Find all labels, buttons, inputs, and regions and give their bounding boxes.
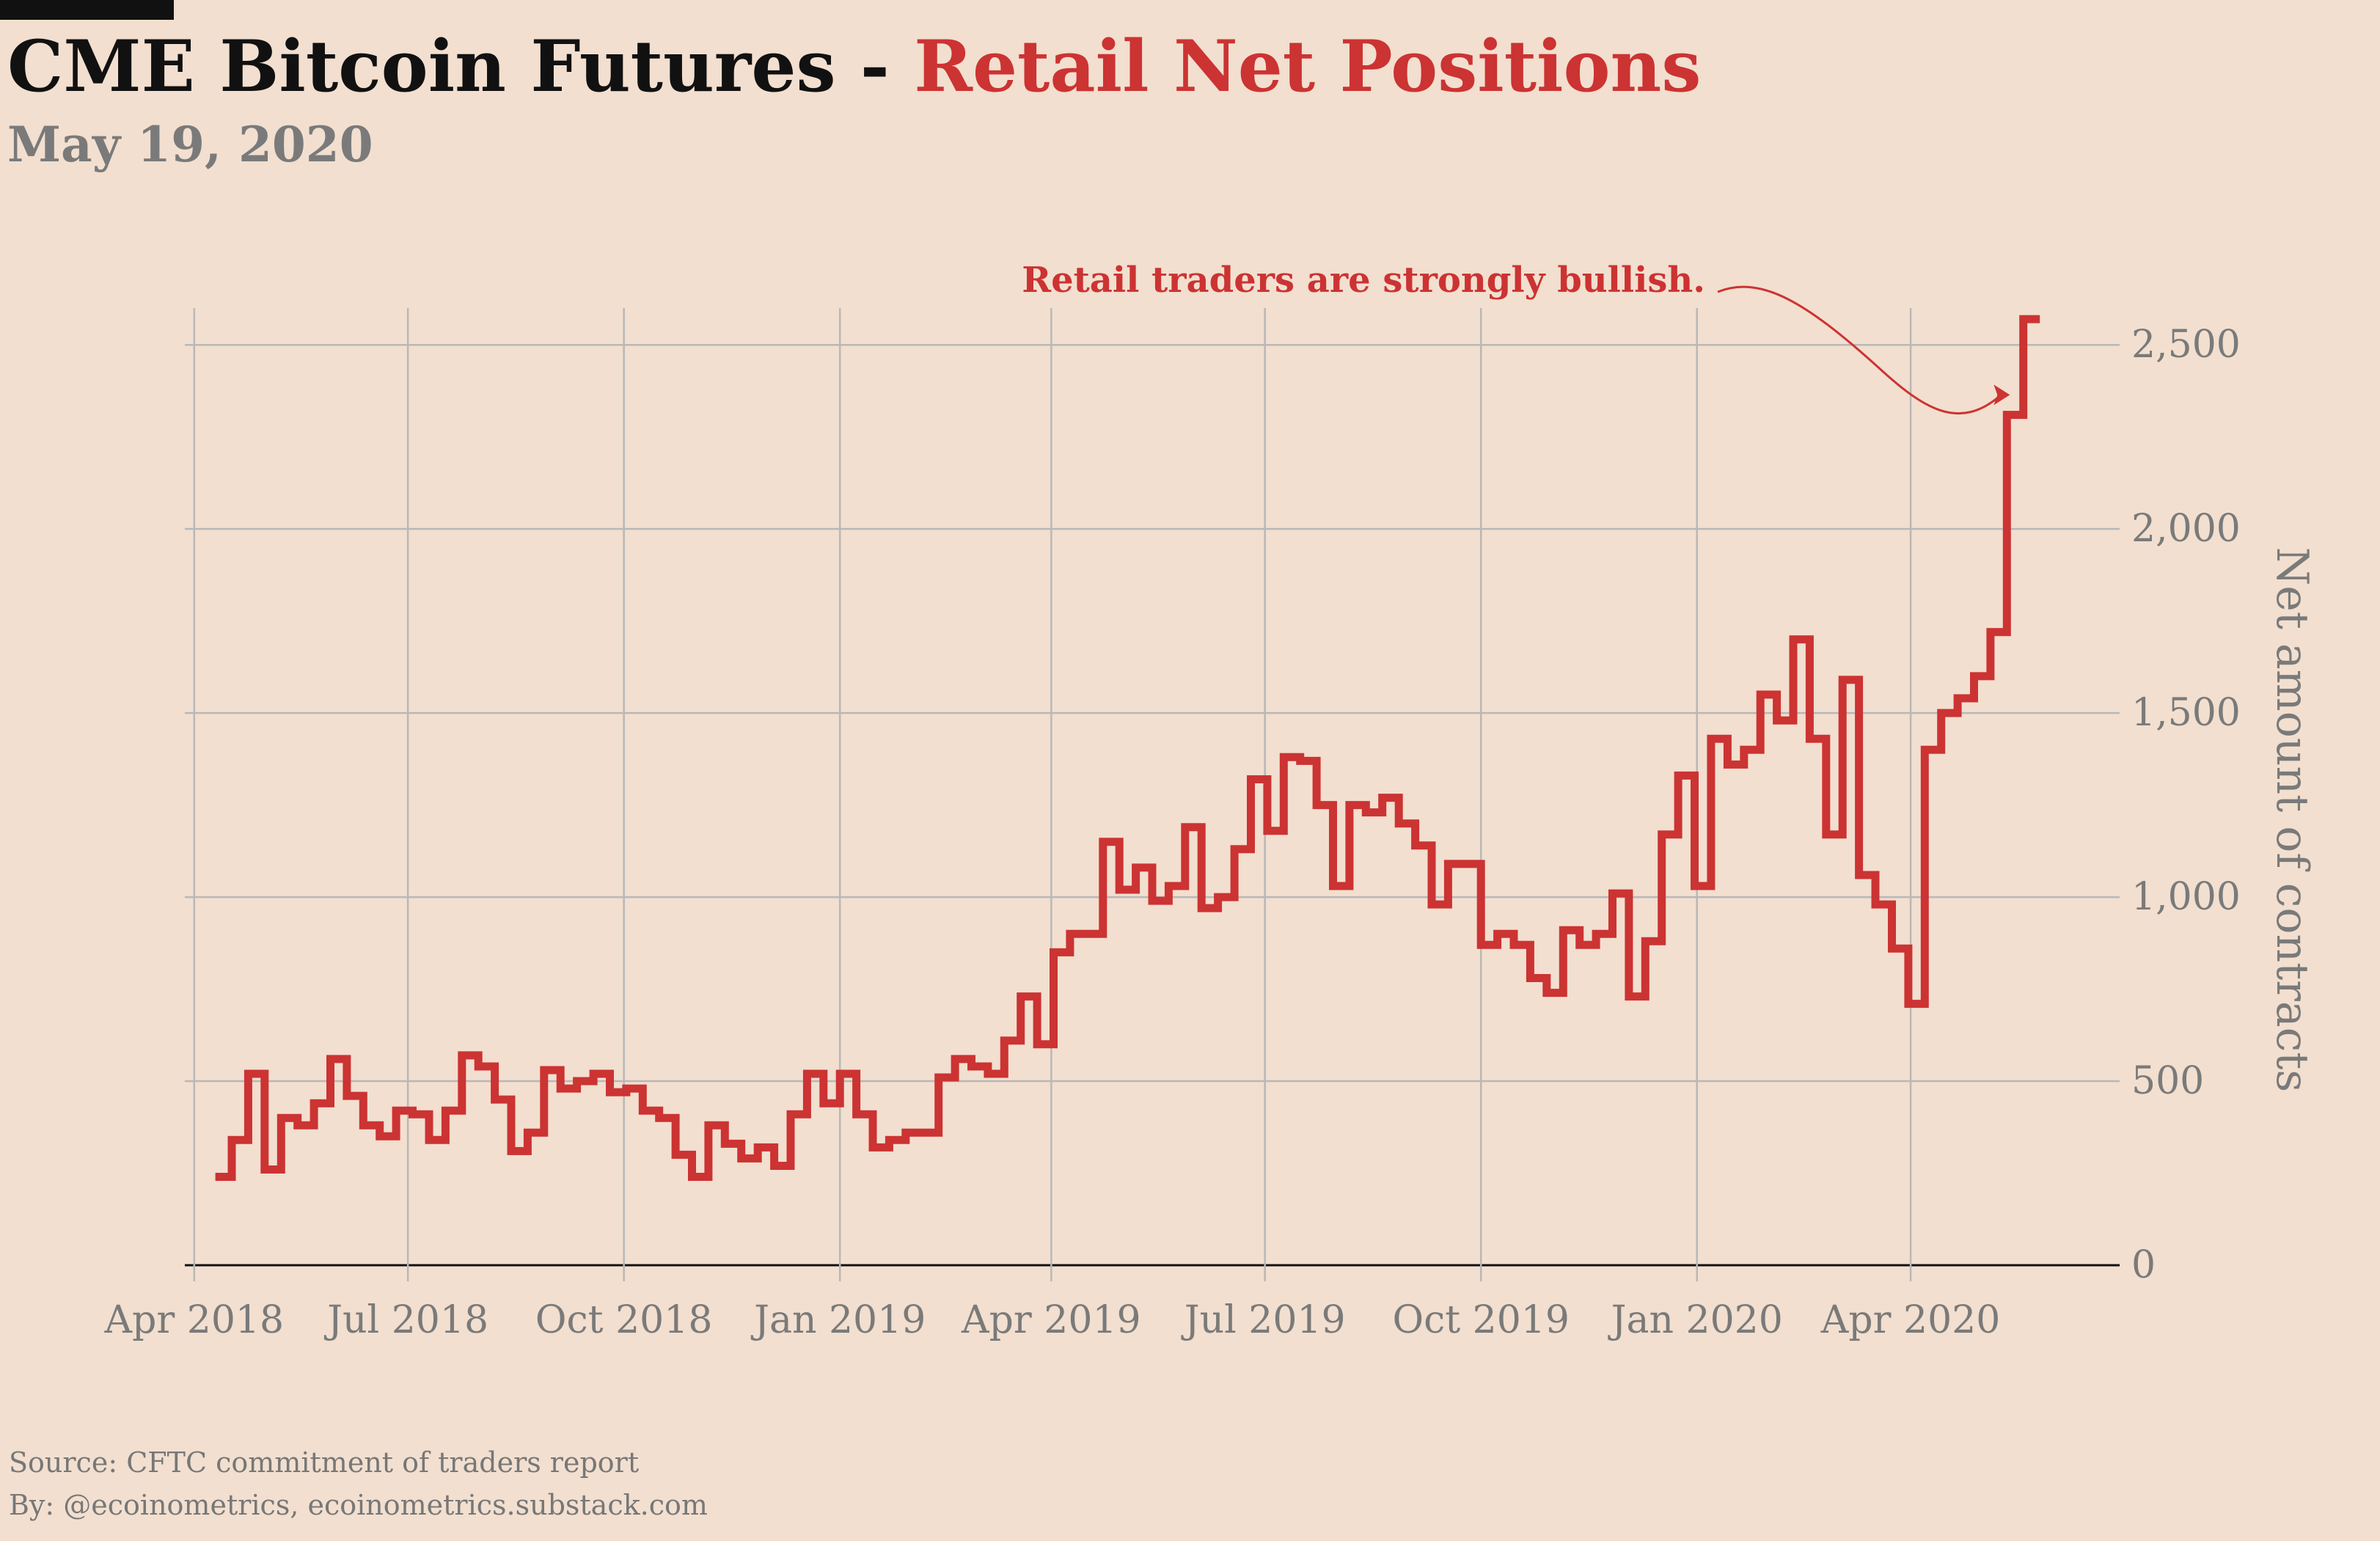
x-tick-label: Jul 2019 (1181, 1298, 1346, 1342)
x-tick-label: Oct 2019 (1392, 1298, 1570, 1342)
chart-title: CME Bitcoin Futures - Retail Net Positio… (7, 28, 1701, 106)
grid-lines (185, 308, 2120, 1281)
y-axis-tick-labels: 0 500 1,000 1,500 2,000 2,500 Net amount of co… (2131, 323, 2318, 1287)
x-tick-label: Apr 2018 (104, 1298, 285, 1342)
y-tick-label: 500 (2131, 1059, 2204, 1103)
series-layer (215, 315, 2040, 1181)
x-tick-label: Apr 2020 (1820, 1298, 2001, 1342)
y-tick-label: 1,500 (2131, 691, 2241, 735)
y-axis-label: Net amount of contracts (2266, 547, 2318, 1092)
y-tick-label: 2,500 (2131, 323, 2241, 367)
x-tick-label: Jul 2018 (323, 1298, 488, 1342)
x-axis-tick-labels: Apr 2018 Jul 2018 Oct 2018 Jan 2019 Apr 2019… (104, 1298, 2001, 1342)
y-tick-label: 1,000 (2131, 875, 2241, 919)
x-tick-label: Apr 2019 (961, 1298, 1141, 1342)
x-tick-label: Jan 2020 (1608, 1298, 1783, 1342)
title-main: CME Bitcoin Futures - (7, 25, 915, 108)
title-accent: Retail Net Positions (914, 25, 1702, 108)
corner-accent-bar (0, 0, 174, 20)
source-note: Source: CFTC commitment of traders repor… (9, 1446, 640, 1479)
x-tick-label: Jan 2019 (750, 1298, 926, 1342)
series-line (215, 315, 2040, 1181)
y-tick-label: 0 (2131, 1243, 2156, 1287)
annotation-layer: Retail traders are strongly bullish. (1022, 260, 2010, 415)
annotation-arrowhead (1993, 384, 2010, 406)
byline-note: By: @ecoinometrics, ecoinometrics.substa… (9, 1489, 708, 1521)
annotation-arrow (1717, 285, 2002, 415)
annotation-text: Retail traders are strongly bullish. (1022, 260, 1705, 301)
chart-date: May 19, 2020 (7, 116, 373, 173)
y-tick-label: 2,000 (2131, 507, 2241, 551)
x-tick-label: Oct 2018 (535, 1298, 713, 1342)
